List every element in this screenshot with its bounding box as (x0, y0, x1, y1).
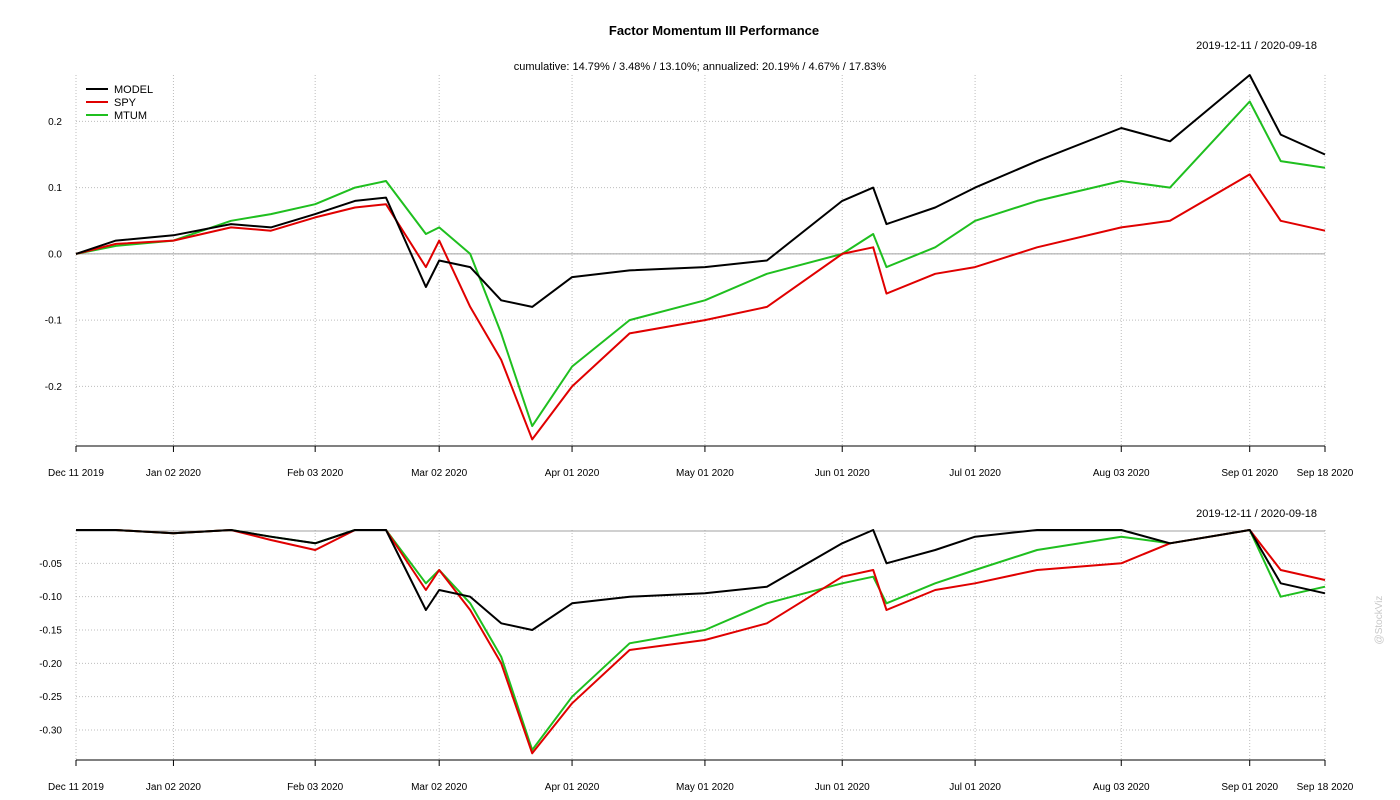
x-tick-label: Sep 01 2020 (1221, 782, 1278, 793)
chart-title: Factor Momentum III Performance (609, 23, 819, 38)
legend-label-spy: SPY (114, 97, 137, 109)
drawdown-panel: -0.05 -0.10 -0.15 -0.20 -0.25 -0.30 Dec 11 201… (39, 529, 1354, 793)
x-tick-label: May 01 2020 (676, 468, 734, 479)
x-tick-label: Feb 03 2020 (287, 468, 344, 479)
y-tick-label: -0.20 (39, 659, 62, 670)
legend-label-model: MODEL (114, 84, 153, 96)
x-tick-label: Apr 01 2020 (545, 468, 600, 479)
y-tick-label: -0.05 (39, 559, 62, 570)
legend-label-mtum: MTUM (114, 110, 147, 122)
date-range-top: 2019-12-11 / 2020-09-18 (1196, 40, 1317, 52)
y-tick-label: 0.2 (48, 117, 62, 128)
x-tick-label: Apr 01 2020 (545, 782, 600, 793)
y-tick-label: -0.2 (45, 382, 63, 393)
y-tick-label: -0.1 (45, 316, 63, 327)
x-tick-label: Feb 03 2020 (287, 782, 344, 793)
x-tick-label: Aug 03 2020 (1093, 782, 1150, 793)
series-line-spy (76, 529, 1326, 755)
x-tick-label: Mar 02 2020 (411, 782, 468, 793)
series-line-spy (75, 173, 1326, 441)
x-tick-label: Jul 01 2020 (949, 468, 1001, 479)
y-tick-label: -0.30 (39, 726, 62, 737)
x-tick-label: Mar 02 2020 (411, 468, 468, 479)
x-tick-label: Jan 02 2020 (146, 782, 201, 793)
y-tick-label: -0.25 (39, 692, 62, 703)
watermark: @StockViz (1374, 596, 1385, 645)
y-tick-label: -0.10 (39, 592, 62, 603)
x-tick-label: Aug 03 2020 (1093, 468, 1150, 479)
x-tick-label: Dec 11 2019 (48, 468, 104, 479)
y-tick-label: 0.0 (48, 249, 62, 260)
y-tick-label: -0.15 (39, 626, 62, 637)
x-tick-label: Jun 01 2020 (815, 468, 870, 479)
date-range-bottom: 2019-12-11 / 2020-09-18 (1196, 508, 1317, 520)
series-line-model (76, 529, 1326, 631)
x-tick-label: May 01 2020 (676, 782, 734, 793)
x-tick-label: Jun 01 2020 (815, 782, 870, 793)
cumulative-panel: 0.2 0.1 0.0 -0.1 -0.2 Dec 11 2019 Jan 02 2020 F… (45, 74, 1354, 479)
x-tick-label: Sep 01 2020 (1221, 468, 1278, 479)
x-tick-label: Sep 18 2020 (1297, 468, 1354, 479)
series-line-mtum (75, 100, 1326, 428)
x-tick-label: Dec 11 2019 (48, 782, 104, 793)
y-tick-label: 0.1 (48, 183, 62, 194)
x-tick-label: Sep 18 2020 (1297, 782, 1354, 793)
chart-subtitle: cumulative: 14.79% / 3.48% / 13.10%; ann… (514, 61, 887, 73)
series-line-model (75, 74, 1326, 308)
x-tick-label: Jul 01 2020 (949, 782, 1001, 793)
legend: MODEL SPY MTUM (86, 84, 153, 122)
x-tick-label: Jan 02 2020 (146, 468, 201, 479)
